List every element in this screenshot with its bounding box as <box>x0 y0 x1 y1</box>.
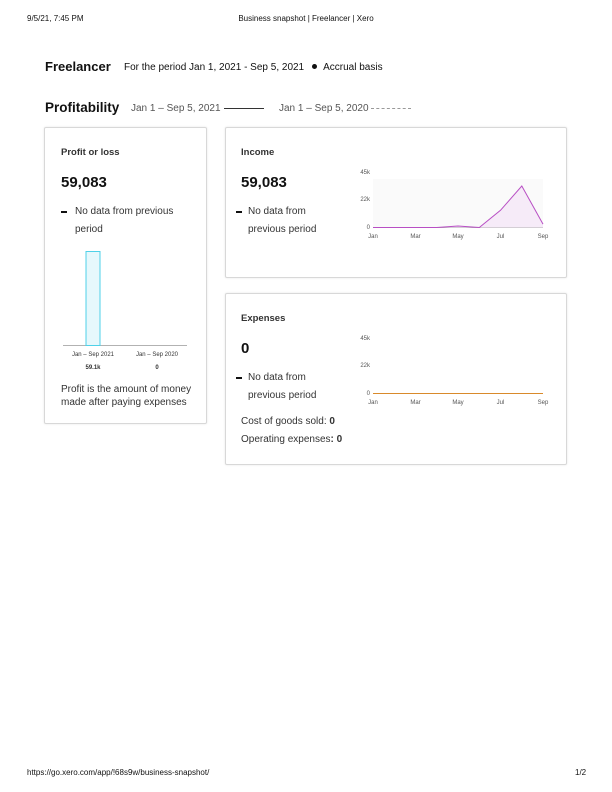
opex-label: Operating expenses <box>241 434 331 445</box>
card-title: Income <box>241 147 275 158</box>
legend-solid-line-icon <box>224 108 264 109</box>
legend-current-period: Jan 1 – Sep 5, 2021 <box>131 103 221 114</box>
income-x-tick-mar: Mar <box>410 234 420 240</box>
legend-dashed-line-icon <box>371 108 411 109</box>
operating-expenses: Operating expenses: 0 <box>241 434 343 445</box>
income-x-tick-may: May <box>452 234 463 240</box>
income-x-tick-jul: Jul <box>497 234 505 240</box>
expenses-value: 0 <box>241 340 250 357</box>
print-page-title: Business snapshot | Freelancer | Xero <box>238 14 374 23</box>
no-data-text: No data from previous period <box>248 206 317 235</box>
expenses-x-tick-jul: Jul <box>497 400 505 406</box>
income-series-line <box>373 185 544 229</box>
income-y-tick-0: 0 <box>367 225 371 231</box>
print-url: https://go.xero.com/app/!68s9w/business-… <box>27 768 210 777</box>
legend-previous-period: Jan 1 – Sep 5, 2020 <box>279 103 369 114</box>
profit-data-label-2020: 0 <box>155 365 159 371</box>
no-data-text: No data from previous period <box>75 206 174 235</box>
expenses-y-tick-22k: 22k <box>360 363 371 369</box>
section-title: Profitability <box>45 100 120 115</box>
report-period: For the period Jan 1, 2021 - Sep 5, 2021… <box>124 62 383 73</box>
income-x-tick-jan: Jan <box>368 234 378 240</box>
profit-data-label-2021: 59.1k <box>85 365 101 371</box>
profit-x-label-2021: Jan – Sep 2021 <box>72 352 115 358</box>
income-y-tick-22k: 22k <box>360 197 371 203</box>
no-previous-data-note: No data from previous period <box>236 369 336 405</box>
income-value: 59,083 <box>241 174 287 191</box>
print-page-number: 1/2 <box>575 768 587 777</box>
no-data-text: No data from previous period <box>248 372 317 401</box>
expenses-y-tick-45k: 45k <box>360 336 371 342</box>
card-title: Expenses <box>241 313 286 324</box>
card-title: Profit or loss <box>61 147 120 158</box>
profit-or-loss-card: Profit or loss 59,083 No data from previ… <box>44 127 207 424</box>
expenses-y-tick-0: 0 <box>367 391 371 397</box>
expenses-line-chart: 45k 22k 0 Jan Mar May Jul Sep <box>360 336 549 406</box>
income-card: Income 59,083 No data from previous peri… <box>225 127 567 278</box>
separator-dot-icon <box>312 64 318 70</box>
cogs-value: 0 <box>329 416 335 427</box>
accounting-basis: Accrual basis <box>323 62 383 73</box>
income-x-tick-sep: Sep <box>538 234 549 240</box>
print-datetime: 9/5/21, 7:45 PM <box>27 14 84 23</box>
profit-value: 59,083 <box>61 174 107 191</box>
expenses-x-tick-mar: Mar <box>410 400 420 406</box>
profit-footnote: Profit is the amount of money made after… <box>61 384 192 408</box>
profit-bar-2021 <box>85 251 101 346</box>
profit-x-label-2020: Jan – Sep 2020 <box>136 352 179 358</box>
income-area <box>373 186 543 228</box>
dash-icon <box>236 377 242 379</box>
income-area-chart: 45k 22k 0 Jan Mar May Jul Sep <box>360 170 549 240</box>
period-text: For the period Jan 1, 2021 - Sep 5, 2021 <box>124 62 305 73</box>
no-previous-data-note: No data from previous period <box>236 203 336 239</box>
expenses-card: Expenses 0 No data from previous period … <box>225 293 567 465</box>
org-name: Freelancer <box>45 59 111 74</box>
profit-bar-chart: Jan – Sep 2021 Jan – Sep 2020 59.1k 0 <box>63 251 187 371</box>
no-previous-data-note: No data from previous period <box>61 203 191 239</box>
opex-value: 0 <box>336 434 343 445</box>
cogs-label: Cost of goods sold: <box>241 416 330 427</box>
income-y-tick-45k: 45k <box>360 170 371 176</box>
expenses-x-tick-jan: Jan <box>368 400 378 406</box>
cost-of-goods-sold: Cost of goods sold: 0 <box>241 416 335 427</box>
dash-icon <box>61 211 67 213</box>
expenses-x-tick-may: May <box>452 400 463 406</box>
expenses-x-tick-sep: Sep <box>538 400 549 406</box>
dash-icon <box>236 211 242 213</box>
